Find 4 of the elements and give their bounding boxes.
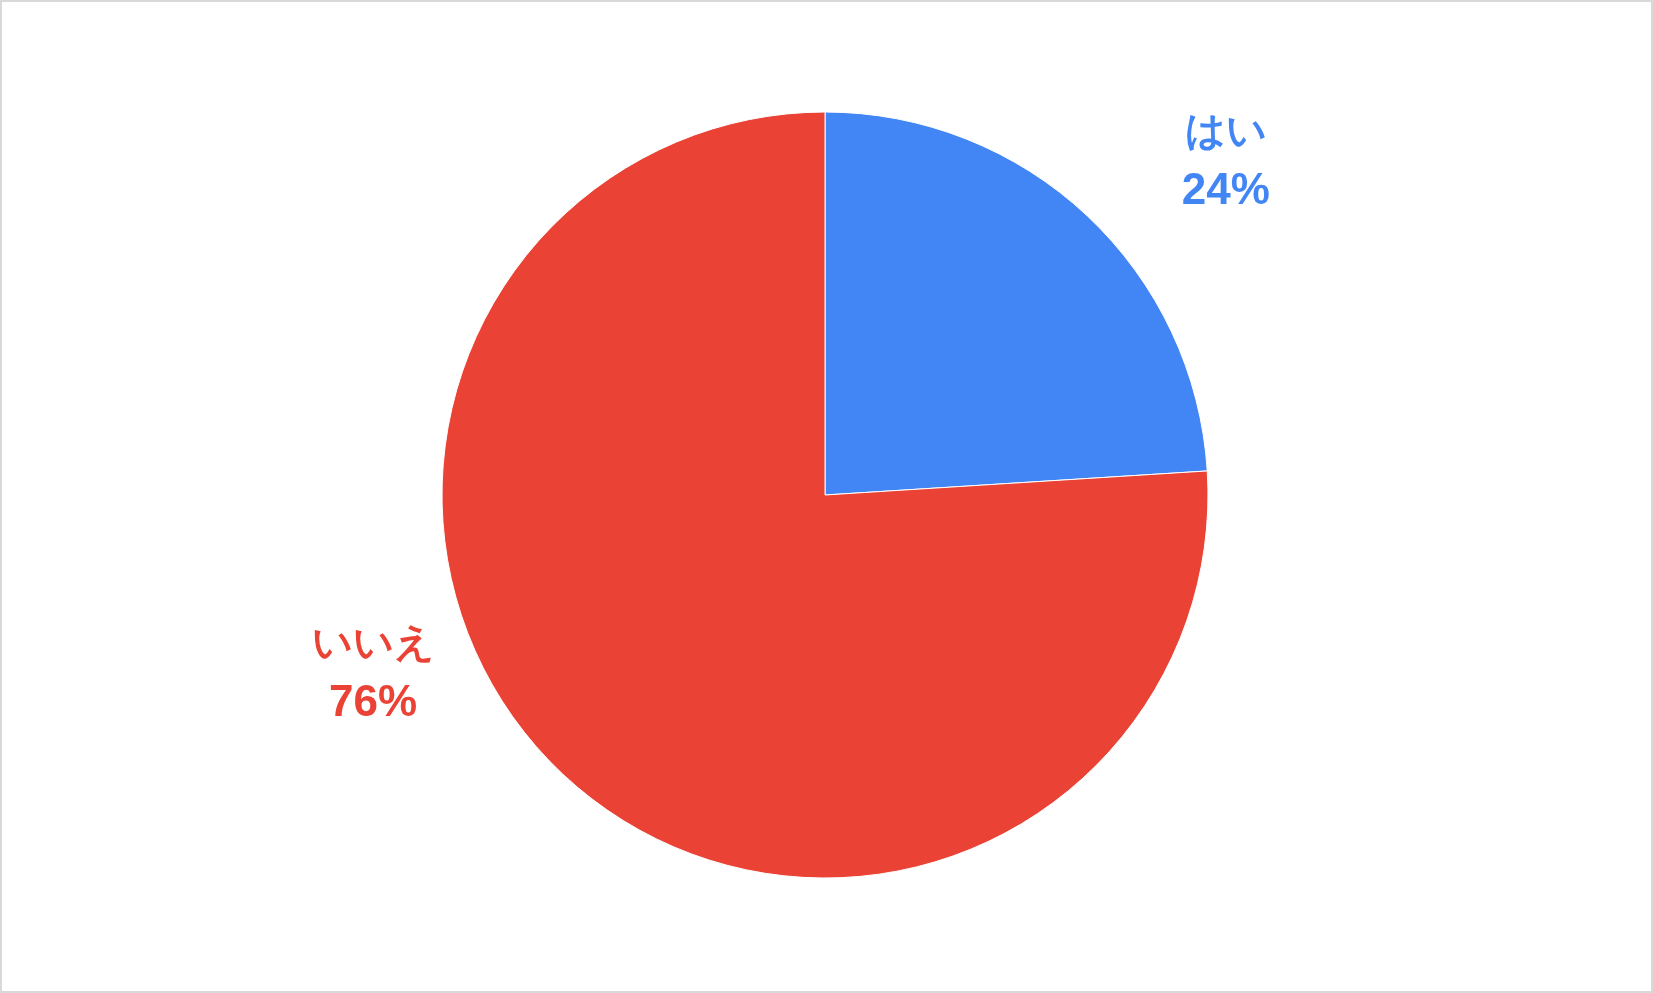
slice-label: いいえ [311,618,435,665]
slice-label: はい [1184,107,1267,153]
data-label: 24% [1181,164,1270,213]
data-label: 76% [329,675,418,725]
